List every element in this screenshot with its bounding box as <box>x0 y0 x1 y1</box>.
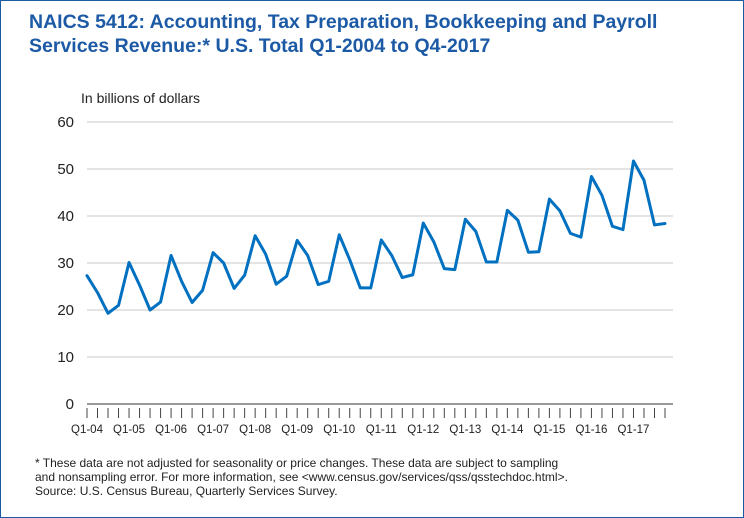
y-tick-label: 20 <box>57 302 74 319</box>
data-point <box>464 218 467 221</box>
data-point <box>558 209 562 213</box>
x-tick-label: Q1-06 <box>155 424 187 436</box>
footnote-line-2: and nonsampling error. For more informat… <box>35 470 568 484</box>
data-point <box>390 254 393 257</box>
data-point <box>495 260 499 264</box>
data-point <box>264 252 267 256</box>
data-point <box>411 273 414 276</box>
data-point <box>422 221 425 225</box>
data-point <box>527 250 530 254</box>
footnote: * These data are not adjusted for season… <box>35 456 725 498</box>
data-point <box>285 274 288 278</box>
data-point <box>148 308 152 312</box>
footnote-line-1: * These data are not adjusted for season… <box>35 456 559 470</box>
data-point <box>579 235 583 239</box>
x-tick-label: Q1-10 <box>323 424 355 436</box>
data-point <box>117 304 120 307</box>
source-line: Source: U.S. Census Bureau, Quarterly Se… <box>35 484 338 498</box>
chart-title-line-1: NAICS 5412: Accounting, Tax Preparation,… <box>29 11 658 33</box>
chart-title-line-2: Services Revenue:* U.S. Total Q1-2004 to… <box>29 35 491 57</box>
x-tick-label: Q1-04 <box>71 424 104 436</box>
x-tick-label: Q1-16 <box>575 424 607 436</box>
data-point <box>243 274 246 277</box>
data-point <box>443 267 446 270</box>
data-point <box>274 282 278 286</box>
data-point <box>632 159 635 163</box>
data-point <box>600 194 604 197</box>
data-point <box>180 280 183 283</box>
data-point <box>569 232 572 235</box>
data-point <box>169 254 173 257</box>
data-point <box>621 228 625 231</box>
data-point <box>485 260 488 264</box>
data-point <box>295 239 299 242</box>
data-point <box>201 289 204 292</box>
data-point <box>516 219 520 222</box>
data-point <box>401 276 404 279</box>
data-point <box>537 250 541 253</box>
data-point <box>222 261 225 265</box>
y-tick-label: 50 <box>57 161 74 178</box>
axis-layer: 0 10 20 30 40 50 60 Q1-04 Q1-05 Q1-06 Q1-07 Q1-08 Q1… <box>57 114 673 436</box>
data-point <box>590 175 593 178</box>
data-point <box>159 300 162 304</box>
x-tick-label: Q1-09 <box>281 424 313 436</box>
x-tick-label: Q1-14 <box>491 424 524 436</box>
data-point <box>642 179 646 182</box>
data-point <box>453 268 457 271</box>
chart-title: NAICS 5412: Accounting, Tax Preparation,… <box>29 10 729 58</box>
data-point <box>611 225 614 228</box>
data-point <box>306 254 309 257</box>
x-tick-label: Q1-13 <box>449 424 481 436</box>
data-point <box>138 283 141 287</box>
data-point <box>359 286 362 290</box>
x-tick-label: Q1-12 <box>407 424 439 436</box>
x-tick-label: Q1-08 <box>239 424 271 436</box>
data-point <box>474 230 478 233</box>
data-point <box>380 238 383 242</box>
data-point <box>96 291 99 294</box>
y-tick-label: 0 <box>66 396 74 413</box>
data-point <box>317 283 320 286</box>
x-tick-label: Q1-11 <box>366 424 397 436</box>
data-point <box>127 261 131 264</box>
series-line-revenue <box>85 159 667 315</box>
data-point <box>85 274 89 277</box>
y-tick-label: 30 <box>57 255 74 272</box>
y-tick-label: 40 <box>57 208 74 225</box>
grid-layer <box>87 121 673 358</box>
data-point <box>506 209 509 212</box>
data-point <box>190 301 194 304</box>
data-point <box>369 286 372 290</box>
series-layer <box>85 159 667 315</box>
y-tick-label: 10 <box>57 349 74 366</box>
data-point <box>338 233 341 236</box>
x-tick-label: Q1-07 <box>197 424 229 436</box>
data-point <box>663 222 667 225</box>
data-point <box>253 234 257 237</box>
data-point <box>548 197 551 201</box>
data-point <box>653 223 656 227</box>
x-tick-label: Q1-05 <box>113 424 145 436</box>
y-tick-label: 60 <box>57 114 74 131</box>
x-tick-label: Q1-17 <box>617 424 649 436</box>
data-point <box>432 240 435 244</box>
y-axis-unit-label: In billions of dollars <box>81 90 201 106</box>
data-point <box>327 280 330 283</box>
data-point <box>106 312 110 315</box>
data-point <box>211 251 215 254</box>
data-point <box>232 287 236 290</box>
data-point <box>348 258 351 261</box>
x-tick-label: Q1-15 <box>533 424 565 436</box>
